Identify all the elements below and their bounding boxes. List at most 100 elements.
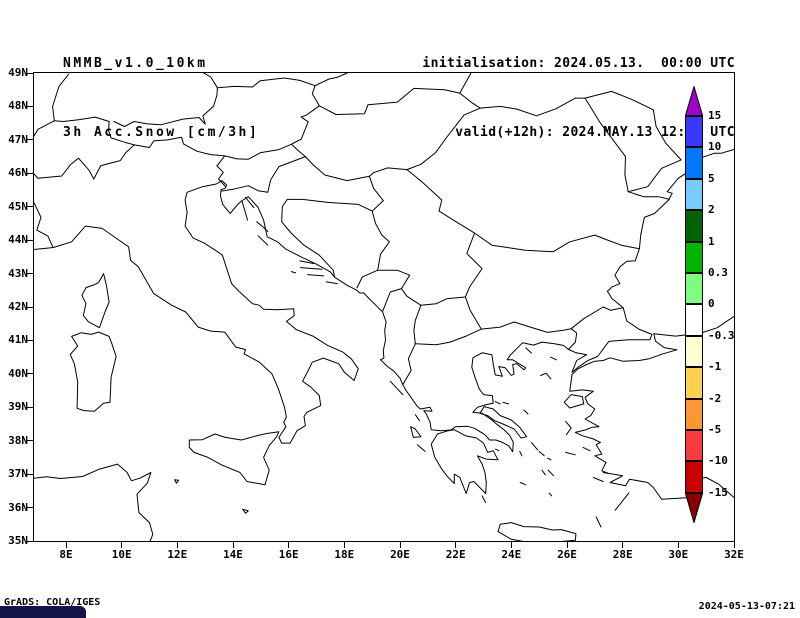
lat-tick-label: 35N (8, 534, 28, 547)
lon-tick-mark (288, 542, 290, 548)
country-border (377, 269, 411, 290)
country-border (400, 288, 422, 306)
lat-tick-mark (26, 239, 34, 241)
lon-tick-label: 22E (445, 548, 466, 561)
island-coastline (547, 469, 555, 477)
lon-tick-mark (343, 542, 345, 548)
country-border (474, 232, 640, 253)
coastline (242, 508, 249, 514)
country-border (314, 73, 348, 87)
lat-tick-mark (26, 172, 34, 174)
island-coastline (565, 420, 572, 436)
island-coastline (541, 469, 546, 476)
country-border (368, 175, 384, 212)
header-left: NMMB_v1.0_10km 3h Acc.Snow [cm/3h] (63, 6, 259, 167)
country-border (133, 136, 226, 157)
lat-tick-mark (26, 72, 34, 74)
country-border (371, 210, 390, 271)
country-border (304, 156, 370, 182)
country-border (382, 288, 402, 313)
country-border (291, 143, 306, 158)
lon-tick-mark (622, 542, 624, 548)
island-coastline (410, 426, 422, 438)
colorbar-segment (685, 304, 703, 336)
lat-tick-mark (26, 406, 34, 408)
country-border (406, 169, 476, 234)
colorbar-label: -2 (708, 391, 722, 405)
country-border (34, 144, 135, 180)
lon-tick-mark (121, 542, 123, 548)
coastline (571, 148, 734, 373)
lon-tick-label: 12E (167, 548, 188, 561)
lat-tick-mark (26, 473, 34, 475)
lat-tick-label: 41N (8, 333, 28, 347)
country-border (459, 73, 472, 94)
island-coastline (540, 372, 552, 380)
island-coastline (307, 274, 324, 277)
island-coastline (592, 477, 604, 482)
coastline (34, 463, 154, 541)
coastline (188, 431, 280, 486)
country-border (402, 343, 416, 386)
colorbar-label: 1 (708, 234, 715, 248)
lon-tick-label: 32E (724, 548, 744, 561)
lon-tick-label: 8E (59, 548, 73, 561)
grads-credit: GrADS: COLA/IGES (4, 597, 101, 608)
lon-tick-label: 24E (501, 548, 522, 561)
lat-tick-label: 42N (8, 300, 28, 313)
island-coastline (502, 401, 510, 405)
lat-tick-mark (26, 206, 34, 208)
lon-tick-mark (733, 542, 735, 548)
colorbar-label: 5 (708, 171, 715, 185)
country-border (567, 328, 578, 350)
island-coastline (481, 495, 487, 504)
init-time-label: initialisation: 2024.05.13. 00:00 UTC (422, 56, 735, 71)
lat-tick-label: 44N (8, 233, 28, 247)
island-coastline (299, 267, 323, 270)
country-border (574, 97, 629, 193)
colorbar-segment (685, 367, 703, 399)
coastline (479, 406, 528, 439)
country-border (34, 116, 110, 137)
lat-tick-label: 45N (8, 199, 28, 213)
lat-tick-label: 40N (8, 366, 28, 380)
country-border (464, 296, 482, 330)
lat-tick-mark (26, 339, 34, 341)
island-coastline (548, 492, 553, 497)
lat-tick-mark (26, 507, 34, 509)
colorbar-bottom-arrow (684, 492, 704, 527)
island-coastline (257, 235, 269, 246)
island-coastline (416, 444, 426, 452)
colorbar-segment (685, 116, 703, 148)
colorbar-segment (685, 178, 703, 211)
island-coastline (614, 492, 630, 511)
coastline (497, 522, 577, 541)
country-border (203, 73, 218, 89)
map-plot-area: 15 10 5 2 1 0.3 0 -0.3 -1 -2 -5 -10 -15 49N 48N 47N 46N… (8, 66, 744, 561)
island-coastline (523, 409, 529, 415)
island-coastline (525, 347, 532, 354)
country-border (479, 97, 576, 117)
island-coastline (519, 450, 523, 457)
island-coastline (582, 446, 591, 452)
country-border (414, 328, 482, 346)
colorbar-segment (685, 335, 703, 368)
lon-tick-mark (677, 542, 679, 548)
lon-tick-mark (232, 542, 234, 548)
colorbar-label: -10 (708, 454, 728, 468)
country-border (216, 77, 316, 89)
lat-tick-mark (26, 373, 34, 375)
colorbar-segment (685, 273, 703, 305)
country-border (570, 306, 624, 330)
island-coastline (563, 394, 585, 409)
lat-tick-label: 39N (8, 400, 28, 414)
country-border (221, 156, 306, 193)
lon-tick-label: 20E (390, 548, 410, 561)
colorbar-label: -15 (708, 485, 728, 499)
country-border (464, 232, 483, 298)
country-border (413, 304, 422, 345)
island-coastline (241, 200, 248, 221)
bottom-left-artifact (0, 606, 86, 618)
country-border (420, 296, 466, 306)
lat-tick-mark (26, 540, 34, 542)
